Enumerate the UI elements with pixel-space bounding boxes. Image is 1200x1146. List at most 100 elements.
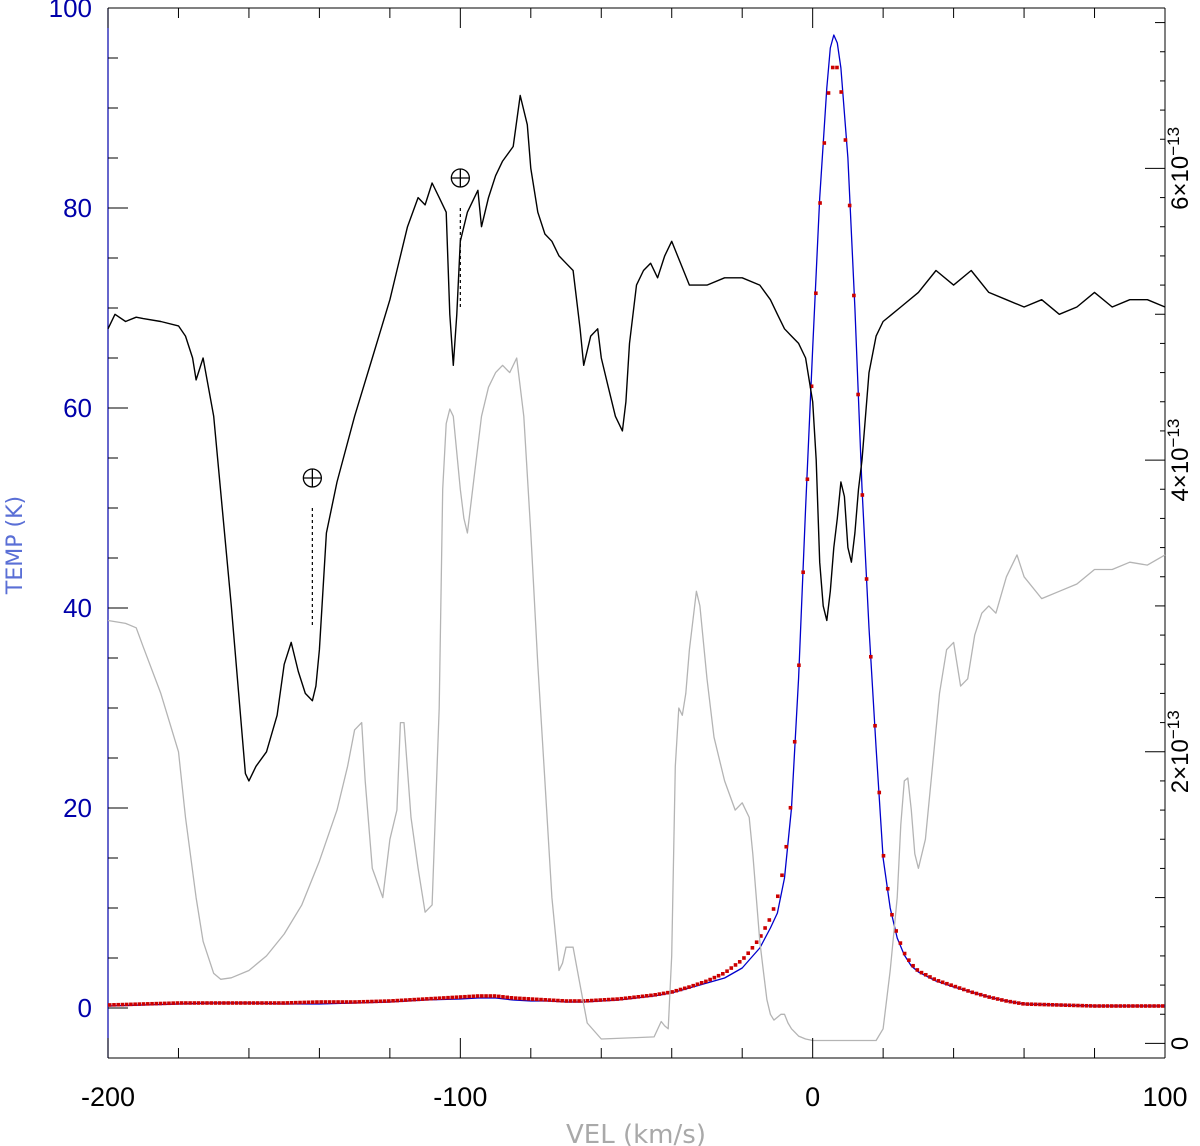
fit-dot — [560, 998, 564, 1003]
fit-dot — [860, 493, 865, 497]
fit-dot — [670, 990, 674, 994]
fit-dot — [361, 999, 366, 1004]
fit-dot — [277, 1001, 281, 1005]
fit-dot — [209, 1001, 214, 1005]
fit-dot — [564, 999, 569, 1003]
series-layer — [107, 34, 1166, 1042]
fit-dot — [953, 984, 958, 989]
fit-dot — [306, 1000, 311, 1005]
fit-dot — [1033, 1002, 1038, 1007]
fit-dot — [797, 663, 801, 668]
fit-dot — [446, 995, 450, 1000]
y-tick-label: 20 — [63, 793, 92, 823]
fit-dot — [1084, 1003, 1089, 1008]
fit-dot — [775, 894, 780, 899]
fit-dot — [1156, 1004, 1161, 1008]
fit-dot — [826, 91, 831, 95]
fit-dot — [864, 577, 869, 581]
fit-dot — [682, 986, 687, 991]
fit-dot — [801, 570, 805, 575]
fit-dot — [1071, 1003, 1076, 1008]
fit-dot — [1126, 1004, 1131, 1008]
fit-dot — [949, 983, 953, 987]
fit-dot — [911, 963, 915, 968]
fit-dot — [433, 996, 438, 1001]
fit-dot — [784, 844, 789, 849]
fit-dot — [767, 918, 772, 922]
fit-dot — [543, 998, 548, 1002]
fit-dot — [822, 141, 827, 145]
profile-line — [107, 34, 1165, 1007]
fit-dot — [247, 1001, 252, 1005]
fit-dot — [657, 992, 662, 996]
fit-dot — [184, 1001, 188, 1005]
fit-dot — [771, 907, 776, 911]
fit-dot — [704, 979, 708, 984]
fit-dot — [302, 1000, 307, 1005]
fit-dot — [788, 805, 793, 810]
fit-dot — [611, 997, 615, 1002]
fit-dot — [1038, 1002, 1042, 1007]
fit-dot — [501, 995, 505, 999]
fit-dot — [425, 997, 429, 1001]
fit-dot — [534, 997, 539, 1002]
fit-dot — [907, 958, 911, 962]
fit-dot — [649, 993, 653, 998]
fit-dot — [230, 1001, 235, 1005]
fit-dot — [674, 988, 679, 993]
fit-dot — [200, 1001, 205, 1005]
fit-dot — [408, 998, 412, 1002]
fit-dot — [898, 941, 903, 945]
fit-dot — [573, 999, 577, 1003]
fit-dot — [179, 1001, 184, 1005]
fit-dot — [936, 979, 941, 983]
y2-tick-label: 0 — [1167, 1037, 1194, 1050]
fit-dot — [1025, 1002, 1030, 1006]
fit-dot — [112, 1003, 116, 1007]
fit-dot — [547, 998, 552, 1002]
fit-dot — [725, 969, 729, 973]
fit-dot — [336, 1000, 340, 1004]
fit-dot — [1063, 1003, 1068, 1007]
fit-dot — [885, 886, 890, 891]
fit-dot — [480, 994, 484, 998]
fit-dot — [852, 293, 856, 298]
fit-dot — [568, 999, 573, 1003]
fit-dot — [327, 1000, 332, 1004]
fit-dot — [746, 951, 750, 955]
fit-dot — [141, 1002, 146, 1006]
fit-dot — [298, 1000, 302, 1005]
fit-dot — [890, 912, 894, 917]
fit-dot — [847, 203, 852, 208]
fit-dot — [691, 983, 696, 988]
fit-dot — [737, 960, 742, 964]
fit-dot — [636, 995, 641, 999]
fit-dot — [780, 873, 784, 878]
fit-dot — [137, 1002, 142, 1006]
fit-dot — [729, 966, 734, 970]
fit-dot — [175, 1001, 180, 1005]
y-tick-label: 100 — [49, 0, 92, 23]
fit-dot — [251, 1001, 256, 1005]
fit-dot — [619, 996, 624, 1001]
fit-dot — [818, 201, 822, 205]
y-tick-label: 80 — [63, 193, 92, 223]
fit-dot — [370, 999, 374, 1004]
fit-dot — [1101, 1004, 1106, 1008]
fit-dot — [505, 995, 509, 1000]
fit-dot — [1016, 1001, 1021, 1005]
fit-dot — [293, 1000, 298, 1005]
fit-dot — [272, 1001, 277, 1005]
x-axis-title: VEL (km/s) — [566, 1120, 706, 1146]
fit-dot — [416, 997, 421, 1002]
fit-dot — [1152, 1004, 1156, 1008]
fit-dot — [733, 963, 738, 967]
fit-dot — [551, 998, 556, 1003]
fit-dot — [310, 1000, 315, 1004]
y2-tick-label: 4×10−13 — [1164, 419, 1194, 502]
fit-dot — [589, 998, 594, 1003]
fit-dot — [556, 998, 560, 1003]
fit-dot — [463, 994, 467, 999]
fit-dot — [716, 973, 721, 978]
